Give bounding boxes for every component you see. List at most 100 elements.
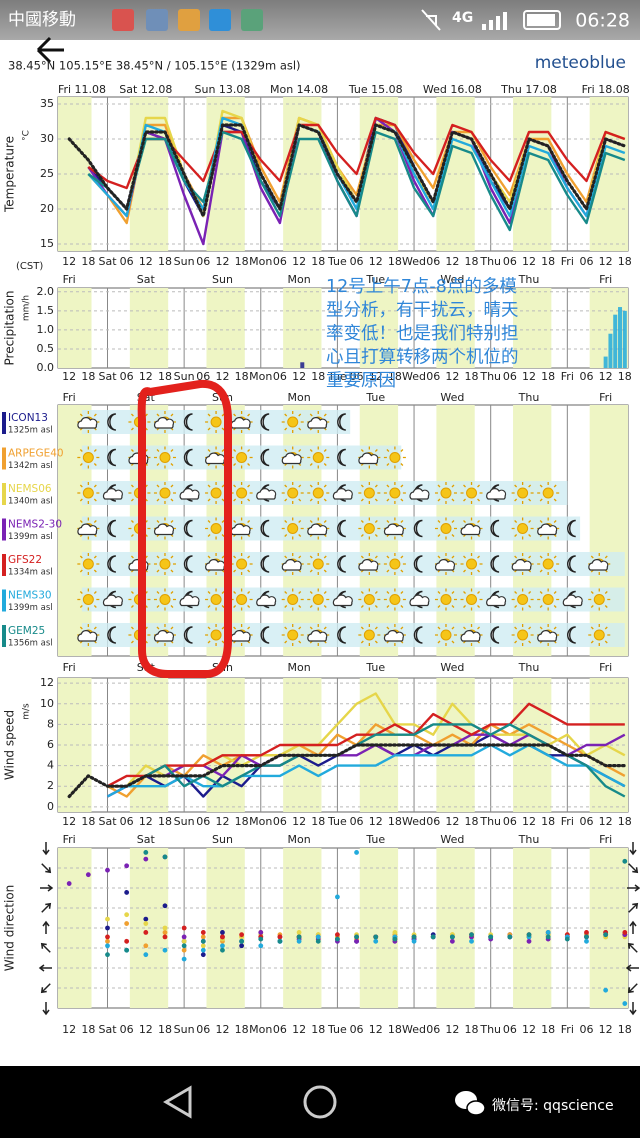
- cloud: [409, 594, 430, 607]
- direction-arrow: [629, 920, 637, 934]
- weather-icon: [77, 553, 100, 575]
- x-tick-label: 06: [579, 370, 593, 383]
- direction-dot: [181, 934, 187, 940]
- day-label: Wed: [440, 661, 464, 674]
- direction-arrow: [40, 983, 51, 994]
- weather-icon: [460, 517, 483, 540]
- direction-arrow: [628, 863, 639, 874]
- date-label: Wed 16.08: [423, 83, 482, 96]
- weather-icon: [567, 555, 576, 573]
- precip-bar: [613, 314, 618, 368]
- weather-icon: [281, 624, 304, 646]
- x-tick-label: 06: [350, 370, 364, 383]
- x-tick-label: 06: [120, 815, 134, 828]
- weather-icon: [205, 553, 228, 575]
- timezone: (CST): [16, 261, 43, 272]
- direction-arrow: [628, 902, 639, 913]
- direction-dot: [105, 943, 110, 949]
- y-axis-unit: °C: [22, 130, 32, 141]
- sun: [236, 487, 248, 499]
- x-tick-label: 18: [541, 255, 555, 268]
- direction-dot: [411, 938, 417, 944]
- moon: [413, 555, 423, 573]
- day-label: Thu: [518, 391, 540, 404]
- model-elevation: 1340m asl: [8, 497, 53, 507]
- day-label: Thu: [518, 833, 540, 846]
- x-tick-label: Wed: [402, 255, 426, 268]
- weather-icon: [281, 446, 304, 469]
- day-label: Fri: [63, 833, 76, 846]
- weather-icon: [337, 626, 346, 644]
- date-label: Sat 12.08: [119, 83, 172, 96]
- direction-arrow: [629, 1002, 637, 1016]
- x-tick-label: Fri: [561, 255, 574, 268]
- moon: [107, 448, 116, 467]
- direction-dot: [469, 932, 474, 938]
- x-tick-label: 18: [388, 370, 402, 383]
- date-label: Thu 17.08: [500, 83, 557, 96]
- x-tick-label: Sat: [98, 1023, 117, 1036]
- day-label: Sun: [212, 273, 233, 286]
- x-tick-label: 06: [426, 815, 440, 828]
- direction-dot: [220, 943, 225, 949]
- weather-icon: [562, 590, 583, 609]
- direction-dot: [296, 938, 302, 944]
- direction-dot: [335, 932, 340, 938]
- cloud: [102, 594, 123, 607]
- x-tick-label: 18: [541, 1023, 555, 1036]
- sun: [389, 594, 401, 605]
- direction-dot: [296, 930, 302, 935]
- weather-icon: [153, 411, 176, 433]
- direction-dot: [200, 938, 206, 944]
- precip-bar: [300, 362, 305, 368]
- x-tick-label: 06: [196, 255, 210, 268]
- nav-home[interactable]: [303, 1085, 337, 1119]
- x-tick-label: 18: [81, 370, 95, 383]
- sun-rays: [153, 482, 176, 504]
- sun: [82, 558, 94, 570]
- series-line: [67, 743, 627, 799]
- weather-icon: [332, 590, 353, 609]
- cloud: [358, 452, 379, 465]
- x-tick-label: 06: [196, 370, 210, 383]
- x-tick-label: 12: [292, 815, 306, 828]
- direction-dot: [181, 925, 187, 931]
- x-tick-label: Sat: [98, 370, 117, 383]
- direction-dot: [143, 921, 149, 926]
- cloud: [179, 488, 200, 500]
- precip-bar: [608, 333, 613, 368]
- day-label: Mon: [287, 833, 310, 846]
- x-tick-label: Wed: [402, 1023, 426, 1036]
- y-tick-label: 6: [47, 738, 54, 751]
- sun-rays: [230, 482, 253, 504]
- nav-back[interactable]: [163, 1085, 192, 1119]
- direction-dot: [200, 943, 206, 949]
- date-label: Tue 15.08: [348, 83, 403, 96]
- x-tick-label: 18: [158, 1023, 172, 1036]
- day-label: Fri: [599, 833, 612, 846]
- sun: [517, 487, 529, 499]
- direction-dot: [200, 930, 206, 935]
- weather-icon: [409, 484, 430, 502]
- x-tick-label: 18: [465, 370, 479, 383]
- direction-dot: [181, 938, 187, 944]
- weather-icon: [383, 624, 406, 646]
- model-elevation: 1334m asl: [8, 568, 53, 578]
- sun: [287, 594, 299, 605]
- model-name: GEM25: [8, 625, 45, 637]
- direction-dot: [315, 934, 321, 940]
- day-label: Wed: [440, 833, 464, 846]
- weather-icon: [537, 517, 560, 540]
- direction-dot: [200, 952, 206, 958]
- weather-icon: [511, 588, 534, 611]
- back-button[interactable]: [36, 36, 64, 64]
- weather-icon: [434, 553, 457, 575]
- x-tick-label: 12: [445, 815, 459, 828]
- sun: [542, 594, 554, 605]
- direction-dot: [603, 987, 609, 993]
- weather-icon: [490, 626, 500, 644]
- moon: [490, 519, 500, 538]
- moon: [490, 626, 500, 644]
